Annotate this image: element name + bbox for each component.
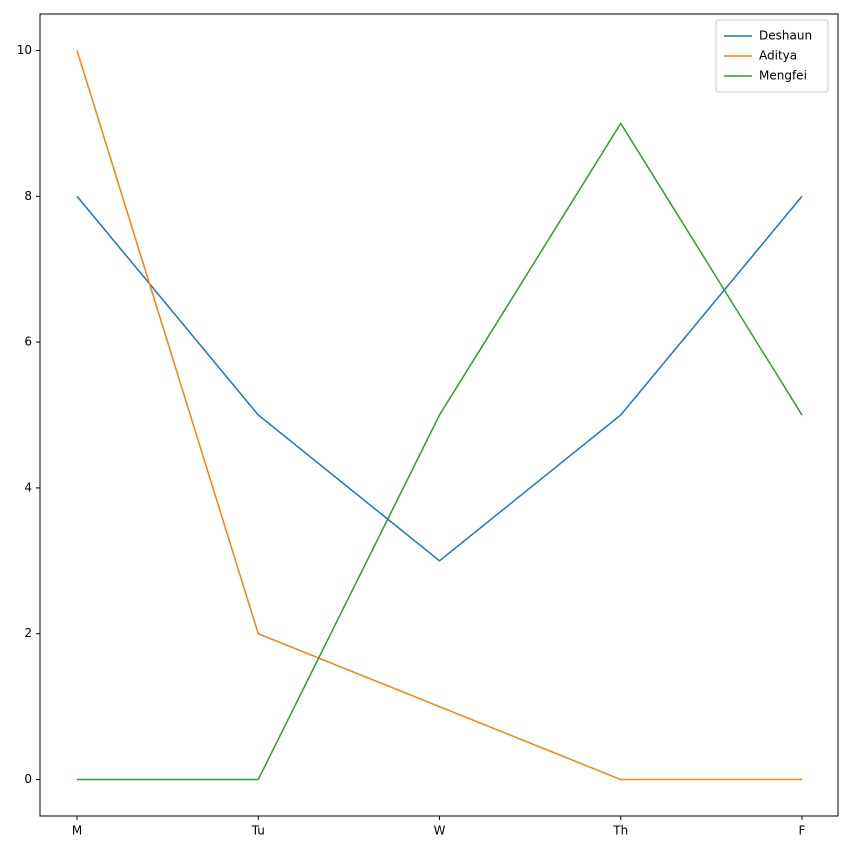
series-line — [76, 50, 802, 781]
legend-label: Mengfei — [759, 69, 807, 83]
x-tick-label: Tu — [251, 824, 265, 838]
y-tick-label: 6 — [24, 335, 32, 349]
y-tick-label: 8 — [24, 189, 32, 203]
y-tick-label: 0 — [24, 772, 32, 786]
x-tick-label: Th — [612, 824, 628, 838]
y-tick-label: 2 — [24, 626, 32, 640]
legend-label: Aditya — [759, 49, 797, 63]
y-tick-label: 10 — [17, 43, 32, 57]
series-line — [76, 195, 803, 562]
x-tick-label: W — [434, 824, 446, 838]
legend-box — [715, 19, 829, 93]
legend-label: Deshaun — [759, 29, 812, 43]
series-line — [77, 121, 803, 781]
y-tick-label: 4 — [24, 480, 32, 494]
x-tick-label: M — [72, 824, 82, 838]
x-tick-label: F — [799, 824, 806, 838]
